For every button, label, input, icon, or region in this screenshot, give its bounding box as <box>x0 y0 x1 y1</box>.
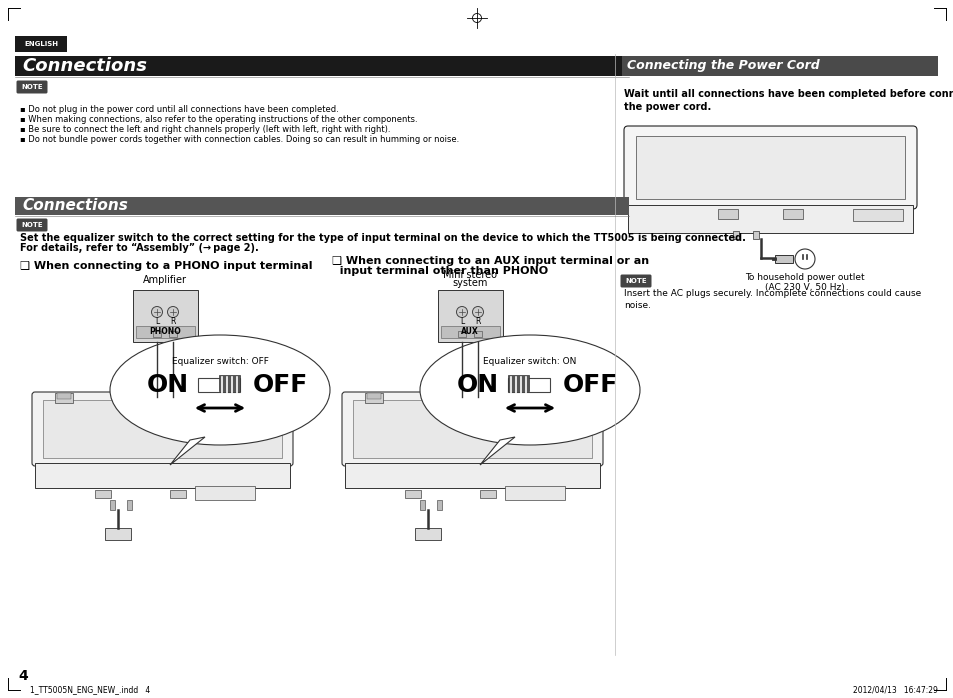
Bar <box>345 463 599 488</box>
Text: ❑ When connecting to a PHONO input terminal: ❑ When connecting to a PHONO input termi… <box>20 261 313 271</box>
Text: Mini stereo: Mini stereo <box>442 270 497 280</box>
Text: ▪ Be sure to connect the left and right channels properly (left with left, right: ▪ Be sure to connect the left and right … <box>20 125 390 134</box>
Bar <box>219 375 240 391</box>
Circle shape <box>472 306 483 318</box>
Text: Set the equalizer switch to the correct setting for the type of input terminal o: Set the equalizer switch to the correct … <box>20 233 745 243</box>
Bar <box>507 378 550 392</box>
Bar <box>198 378 240 392</box>
Text: Connections: Connections <box>22 198 128 214</box>
Bar <box>774 255 792 263</box>
FancyBboxPatch shape <box>341 392 602 466</box>
Text: 4: 4 <box>18 669 28 683</box>
Bar <box>15 56 628 76</box>
Bar <box>419 500 424 510</box>
Bar <box>365 393 382 403</box>
Bar <box>105 528 131 540</box>
Circle shape <box>168 306 178 318</box>
Bar <box>561 393 576 399</box>
Text: ▪ When making connections, also refer to the operating instructions of the other: ▪ When making connections, also refer to… <box>20 115 417 124</box>
Text: L: L <box>459 318 464 327</box>
Bar <box>110 500 115 510</box>
Text: ENGLISH: ENGLISH <box>24 41 58 47</box>
Bar <box>559 393 578 403</box>
Bar <box>95 490 111 498</box>
Bar <box>127 500 132 510</box>
Text: ❑ When connecting to an AUX input terminal or an: ❑ When connecting to an AUX input termin… <box>332 256 648 266</box>
Bar <box>35 463 290 488</box>
Text: NOTE: NOTE <box>21 84 43 90</box>
Bar <box>436 500 441 510</box>
Text: Equalizer switch: OFF: Equalizer switch: OFF <box>172 357 268 366</box>
Text: 2012/04/13   16:47:29: 2012/04/13 16:47:29 <box>852 685 937 695</box>
Ellipse shape <box>419 335 639 445</box>
FancyBboxPatch shape <box>16 218 48 232</box>
Bar <box>353 400 592 458</box>
Bar <box>718 209 738 219</box>
Text: Wait until all connections have been completed before connecting
the power cord.: Wait until all connections have been com… <box>623 89 953 112</box>
Bar <box>194 486 254 500</box>
Text: ON: ON <box>456 373 498 397</box>
Bar <box>474 331 481 337</box>
Text: AUX: AUX <box>460 327 478 336</box>
Bar <box>136 326 194 338</box>
Bar <box>152 331 161 337</box>
Text: R: R <box>475 318 480 327</box>
Bar <box>43 400 282 458</box>
Text: ▪ Do not bundle power cords together with connection cables. Doing so can result: ▪ Do not bundle power cords together wit… <box>20 135 458 144</box>
Bar <box>636 136 904 199</box>
Text: ▪ Do not plug in the power cord until all connections have been completed.: ▪ Do not plug in the power cord until al… <box>20 105 338 114</box>
Circle shape <box>152 306 162 318</box>
Text: To household power outlet
(AC 230 V, 50 Hz): To household power outlet (AC 230 V, 50 … <box>744 273 864 292</box>
Bar <box>732 231 739 239</box>
Text: PHONO: PHONO <box>149 327 181 336</box>
Bar <box>457 331 465 337</box>
Text: input terminal other than PHONO: input terminal other than PHONO <box>332 266 548 276</box>
Text: OFF: OFF <box>561 373 617 397</box>
Polygon shape <box>479 437 515 465</box>
Text: L: L <box>154 318 159 327</box>
Bar <box>250 393 268 403</box>
Bar <box>367 393 380 399</box>
Bar <box>504 486 564 500</box>
Text: For details, refer to “Assembly” (→ page 2).: For details, refer to “Assembly” (→ page… <box>20 243 258 253</box>
Bar <box>752 231 759 239</box>
Bar <box>169 331 177 337</box>
Bar <box>782 209 802 219</box>
Bar <box>415 528 440 540</box>
Bar <box>15 36 67 52</box>
FancyBboxPatch shape <box>623 126 916 209</box>
Polygon shape <box>170 437 205 465</box>
Text: NOTE: NOTE <box>624 278 646 284</box>
Text: Equalizer switch: ON: Equalizer switch: ON <box>483 357 576 366</box>
FancyBboxPatch shape <box>32 392 293 466</box>
Bar <box>437 290 502 342</box>
Bar <box>507 375 529 391</box>
Bar <box>621 56 937 76</box>
Text: Connecting the Power Cord: Connecting the Power Cord <box>626 59 819 73</box>
FancyBboxPatch shape <box>619 274 651 288</box>
Bar <box>132 290 198 342</box>
Bar <box>627 205 912 233</box>
Bar <box>57 393 71 399</box>
Bar <box>405 490 420 498</box>
Ellipse shape <box>110 335 330 445</box>
Text: R: R <box>171 318 175 327</box>
Text: 1_TT5005N_ENG_NEW_.indd   4: 1_TT5005N_ENG_NEW_.indd 4 <box>30 685 150 695</box>
Bar <box>15 197 628 215</box>
Text: Insert the AC plugs securely. Incomplete connections could cause
noise.: Insert the AC plugs securely. Incomplete… <box>623 289 921 310</box>
Bar <box>479 490 496 498</box>
Bar <box>440 326 499 338</box>
Text: ON: ON <box>147 373 189 397</box>
Bar <box>55 393 73 403</box>
Circle shape <box>456 306 467 318</box>
Bar <box>170 490 186 498</box>
Text: Connections: Connections <box>22 57 147 75</box>
Text: OFF: OFF <box>253 373 307 397</box>
Text: NOTE: NOTE <box>21 222 43 228</box>
FancyBboxPatch shape <box>16 80 48 94</box>
Bar <box>252 393 266 399</box>
Text: system: system <box>452 278 487 288</box>
Text: Amplifier: Amplifier <box>143 275 187 285</box>
Bar <box>852 209 902 221</box>
